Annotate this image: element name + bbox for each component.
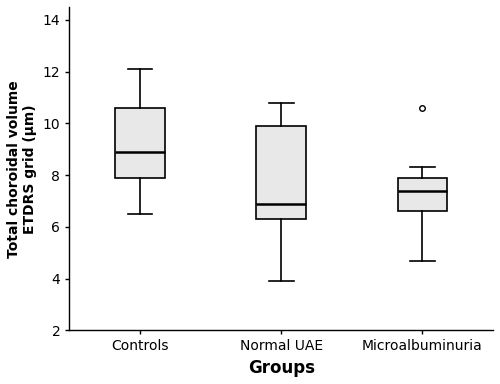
PathPatch shape <box>398 178 447 212</box>
PathPatch shape <box>116 108 164 178</box>
X-axis label: Groups: Groups <box>248 359 314 377</box>
Y-axis label: Total choroidal volume
ETDRS grid (μm): Total choroidal volume ETDRS grid (μm) <box>7 80 37 258</box>
PathPatch shape <box>256 126 306 219</box>
